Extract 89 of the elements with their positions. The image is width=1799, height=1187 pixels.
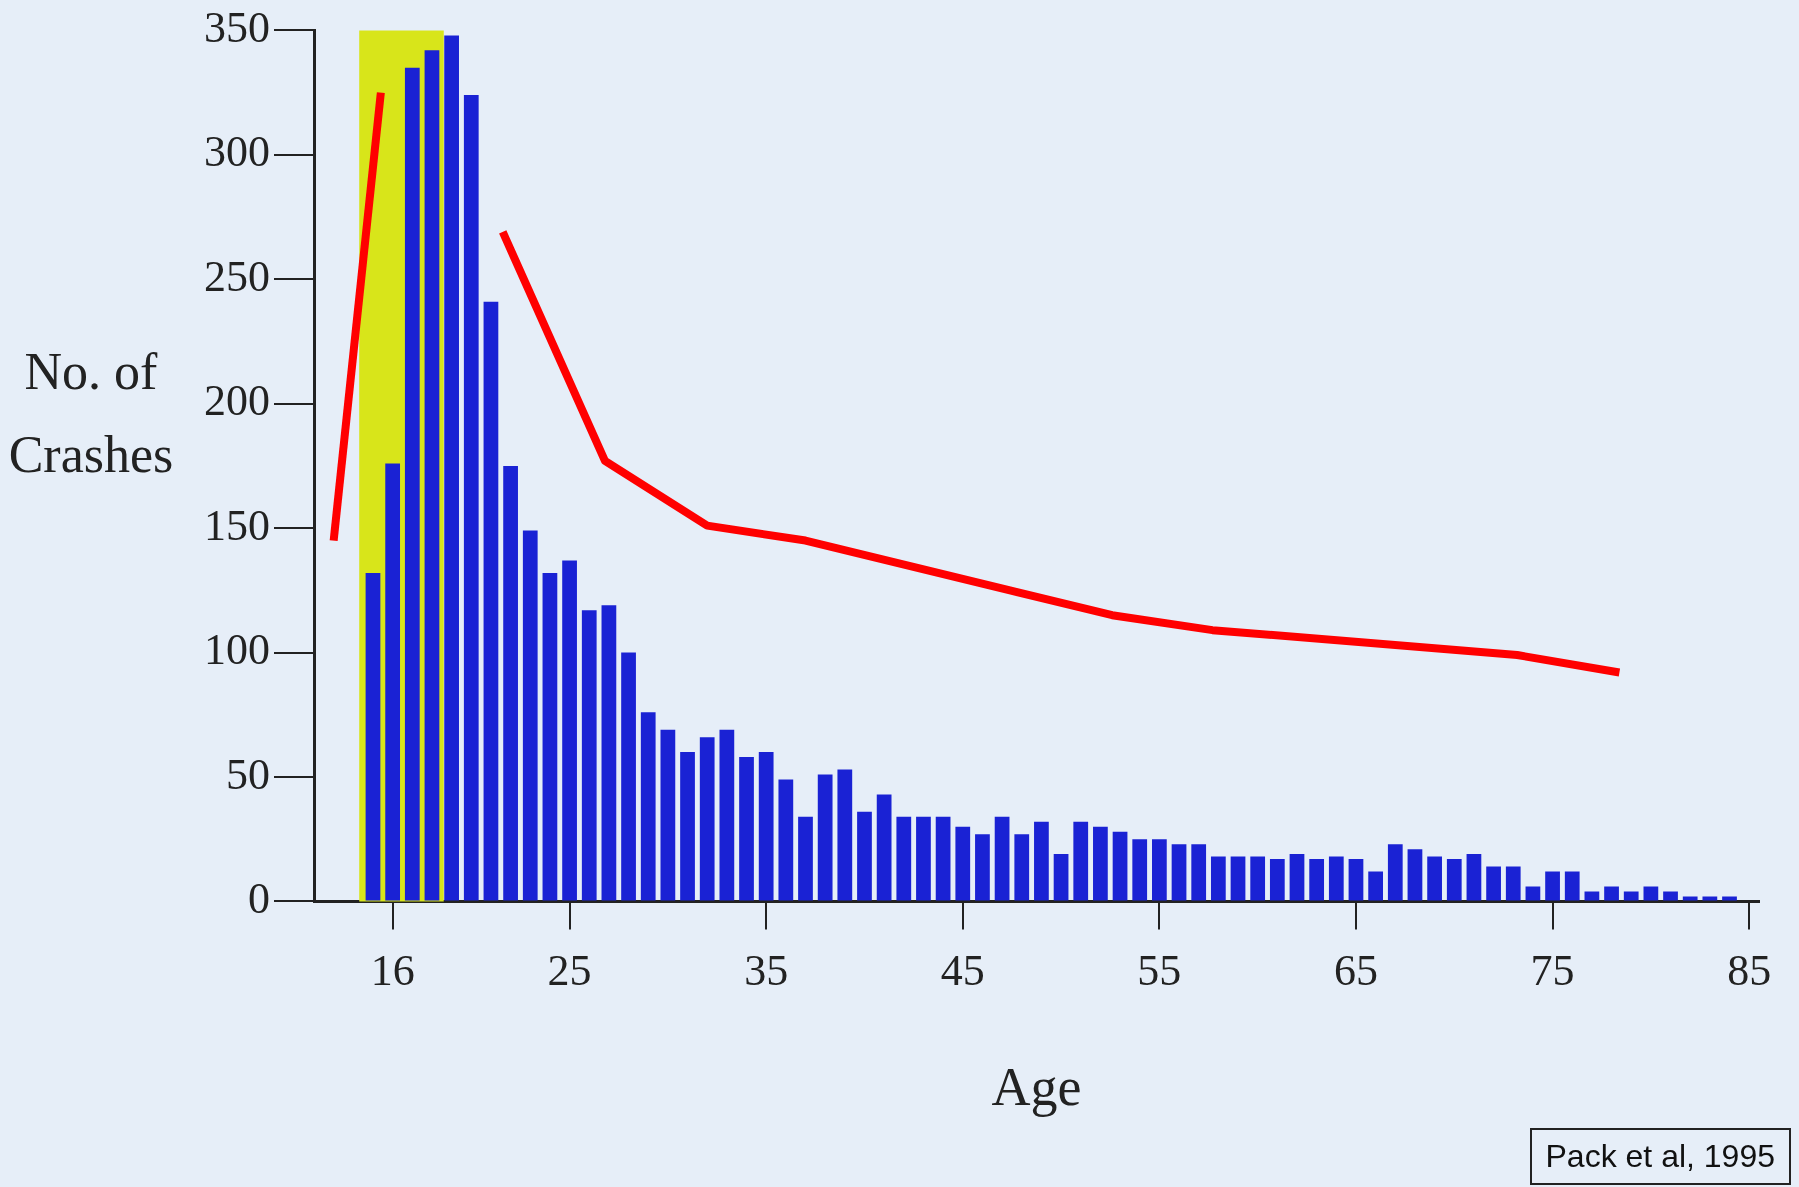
- bar: [1132, 839, 1148, 901]
- y-tick-label: 250: [204, 251, 270, 301]
- bar: [1486, 866, 1501, 901]
- bar: [1505, 866, 1521, 901]
- bar: [1446, 859, 1462, 901]
- y-tick-label: 200: [204, 376, 270, 426]
- bar: [817, 774, 833, 901]
- bar: [935, 816, 951, 901]
- bar: [503, 465, 518, 901]
- x-tick-label: 16: [370, 946, 415, 996]
- x-tick-label: 55: [1137, 946, 1182, 996]
- y-tick-label: 350: [204, 2, 270, 52]
- bar: [1348, 859, 1364, 901]
- bar: [1014, 834, 1030, 901]
- bar: [444, 35, 459, 901]
- bar: [463, 95, 479, 901]
- bar: [562, 560, 577, 901]
- bar: [1210, 856, 1226, 901]
- bar: [1407, 849, 1423, 901]
- bar: [896, 816, 912, 901]
- bar: [837, 769, 853, 901]
- bar: [424, 50, 440, 901]
- bar: [483, 301, 499, 901]
- bar: [1682, 896, 1698, 901]
- bar: [1093, 826, 1108, 901]
- bar: [1250, 856, 1266, 901]
- y-tick-label: 150: [204, 500, 270, 550]
- bar: [1230, 856, 1246, 901]
- bar: [1525, 886, 1541, 901]
- x-tick-label: 45: [940, 946, 985, 996]
- bar: [1269, 859, 1285, 901]
- bar: [621, 652, 636, 901]
- bar: [1722, 896, 1737, 901]
- bar: [876, 794, 892, 901]
- bar: [994, 816, 1010, 901]
- bar: [778, 779, 794, 901]
- bar: [1309, 859, 1325, 901]
- bar: [1191, 844, 1207, 901]
- bar: [739, 757, 754, 901]
- x-axis-title: Age: [991, 1056, 1082, 1117]
- y-tick-label: 100: [204, 625, 270, 675]
- text: Pack et al, 1995: [1529, 1128, 1791, 1185]
- bar: [581, 610, 597, 901]
- bar: [1466, 854, 1482, 901]
- x-tick-label: 85: [1727, 946, 1772, 996]
- bar: [680, 752, 695, 901]
- bar: [1427, 856, 1442, 901]
- bar: [1584, 891, 1600, 901]
- bar: [857, 811, 872, 901]
- y-tick-label: 0: [248, 873, 270, 923]
- bar: [1368, 871, 1384, 901]
- bar: [1053, 854, 1069, 901]
- bar: [1564, 871, 1580, 901]
- bar: [542, 572, 558, 901]
- bar: [660, 729, 676, 901]
- bar: [404, 67, 420, 901]
- y-axis-title: No. of Crashes: [7, 342, 175, 486]
- bar: [1387, 844, 1403, 901]
- bar: [1289, 854, 1305, 901]
- bar: [916, 816, 931, 901]
- bar: [1643, 886, 1659, 901]
- bar: [365, 572, 381, 901]
- bar: [719, 729, 735, 901]
- bar: [798, 816, 813, 901]
- x-tick-label: 65: [1333, 946, 1378, 996]
- bar: [1545, 871, 1560, 901]
- x-tick-label: 35: [744, 946, 789, 996]
- bar: [385, 463, 401, 901]
- bar: [1152, 839, 1167, 901]
- y-tick-label: 50: [226, 749, 270, 799]
- bar: [1073, 821, 1089, 901]
- bar: [1171, 844, 1187, 901]
- x-tick-label: 25: [547, 946, 592, 996]
- bar: [1328, 856, 1344, 901]
- bar: [1604, 886, 1619, 901]
- bar: [975, 834, 990, 901]
- bar: [1663, 891, 1678, 901]
- bar: [1702, 896, 1718, 901]
- bar: [955, 826, 971, 901]
- bar: [1112, 831, 1128, 901]
- bar: [1034, 821, 1049, 901]
- bar: [522, 530, 538, 901]
- y-tick-label: 300: [204, 127, 270, 177]
- bar: [601, 605, 617, 901]
- x-tick-label: 75: [1530, 946, 1575, 996]
- bar: [699, 737, 715, 901]
- bar: [1623, 891, 1639, 901]
- bar: [640, 712, 656, 901]
- bar: [758, 752, 774, 901]
